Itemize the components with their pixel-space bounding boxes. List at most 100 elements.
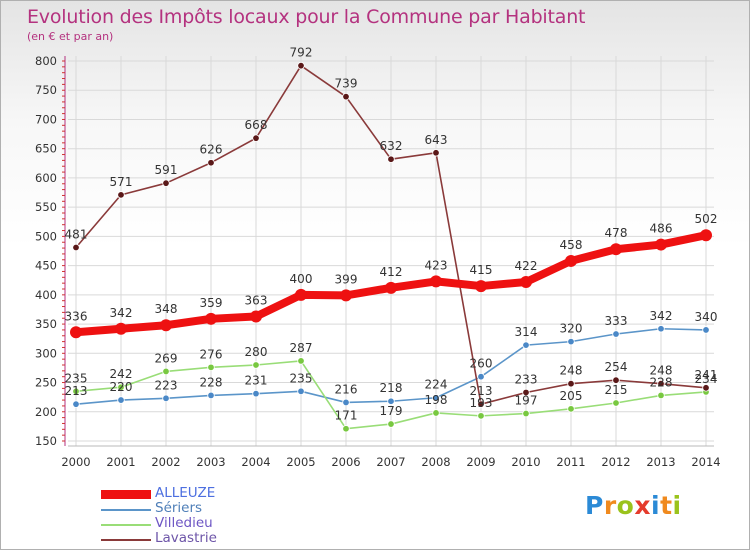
data-label-lavastrie: 213	[470, 384, 493, 398]
data-point-seriers	[117, 396, 125, 404]
data-point-seriers	[432, 394, 440, 402]
y-tick-label: 350	[35, 317, 57, 331]
data-point-lavastrie	[72, 243, 80, 252]
data-label-seriers: 228	[200, 375, 223, 389]
data-point-villedieu	[162, 367, 170, 376]
data-point-villedieu	[477, 412, 485, 420]
legend-swatch	[101, 539, 151, 541]
x-tick-label: 2013	[646, 455, 675, 469]
data-label-alleuze: 399	[335, 272, 358, 286]
y-tick-label: 600	[35, 171, 57, 185]
data-label-lavastrie: 481	[65, 227, 88, 241]
data-point-alleuze	[250, 310, 262, 323]
data-label-villedieu: 205	[560, 389, 583, 403]
y-tick-label: 150	[35, 434, 57, 448]
data-point-seriers	[477, 372, 485, 381]
data-point-alleuze	[520, 275, 532, 288]
y-tick-label: 450	[35, 259, 57, 273]
data-label-seriers: 320	[560, 322, 583, 336]
data-point-lavastrie	[117, 191, 125, 199]
data-point-alleuze	[115, 322, 127, 335]
data-label-lavastrie: 668	[245, 118, 268, 132]
data-label-seriers: 220	[110, 380, 133, 394]
y-tick-label: 800	[35, 54, 57, 68]
data-label-alleuze: 478	[605, 226, 628, 240]
data-label-seriers: 213	[65, 384, 88, 398]
data-label-alleuze: 422	[515, 259, 538, 273]
data-label-alleuze: 400	[290, 272, 313, 286]
data-label-lavastrie: 571	[110, 175, 133, 189]
data-label-alleuze: 502	[695, 212, 718, 226]
y-tick-label: 500	[35, 229, 57, 243]
data-label-lavastrie: 233	[515, 372, 538, 386]
data-point-villedieu	[72, 387, 80, 396]
data-label-lavastrie: 626	[200, 143, 223, 157]
data-label-seriers: 231	[245, 374, 268, 388]
data-point-alleuze	[475, 280, 487, 293]
data-label-alleuze: 359	[200, 296, 223, 310]
data-label-villedieu: 269	[155, 351, 178, 365]
data-labels: 336 342 348 359 363 400 399 412 423 415 422 458 478 4…	[65, 46, 718, 423]
legend-label: Sériers	[155, 500, 203, 516]
data-label-lavastrie: 241	[695, 368, 718, 382]
data-point-lavastrie	[162, 179, 170, 187]
legend-label: ALLEUZE	[155, 485, 216, 501]
x-tick-label: 2012	[601, 455, 630, 469]
x-tick-label: 2002	[151, 455, 180, 469]
data-point-villedieu	[342, 425, 350, 433]
data-point-alleuze	[385, 281, 397, 294]
x-tick-label: 2006	[331, 455, 360, 469]
data-point-seriers	[72, 400, 80, 408]
data-label-seriers: 235	[290, 371, 313, 385]
data-label-alleuze: 458	[560, 238, 583, 252]
data-point-villedieu	[432, 409, 440, 417]
data-label-alleuze: 342	[110, 306, 133, 320]
data-point-seriers	[162, 394, 170, 403]
data-label-lavastrie: 739	[335, 77, 358, 91]
data-label-lavastrie: 591	[155, 163, 178, 177]
legend-swatch	[101, 509, 151, 511]
y-tick-label: 250	[35, 376, 57, 390]
data-point-villedieu	[297, 357, 305, 365]
legend-label: Villedieu	[155, 515, 213, 531]
data-point-seriers	[207, 391, 215, 400]
data-point-alleuze	[700, 229, 712, 242]
x-tick-label: 2000	[61, 455, 90, 469]
chart-title: Evolution des Impôts locaux pour la Comm…	[27, 6, 586, 28]
y-tick-label: 400	[35, 288, 57, 302]
data-label-villedieu: 276	[200, 347, 223, 361]
data-point-alleuze	[610, 243, 622, 256]
data-point-alleuze	[70, 326, 82, 339]
data-label-seriers: 314	[515, 325, 538, 339]
data-label-alleuze: 412	[380, 265, 403, 279]
data-point-seriers	[567, 337, 575, 346]
x-tick-label: 2009	[466, 455, 495, 469]
data-point-lavastrie	[297, 61, 305, 70]
data-point-lavastrie	[702, 384, 710, 392]
y-tick-label: 200	[35, 405, 57, 419]
data-label-villedieu: 287	[290, 341, 313, 355]
data-label-villedieu: 242	[110, 367, 133, 381]
data-point-villedieu	[387, 420, 395, 428]
data-point-alleuze	[565, 254, 577, 267]
data-point-seriers	[297, 387, 305, 396]
data-point-villedieu	[252, 361, 260, 369]
data-label-lavastrie: 248	[650, 364, 673, 378]
legend-swatch	[101, 524, 151, 526]
x-tick-label: 2011	[556, 455, 585, 469]
data-point-seriers	[387, 397, 395, 405]
data-label-alleuze: 486	[650, 222, 673, 236]
grid-lines	[68, 56, 714, 446]
data-label-villedieu: 234	[695, 372, 718, 386]
y-tick-label: 550	[35, 200, 57, 214]
x-tick-label: 2003	[196, 455, 225, 469]
series-points	[70, 61, 712, 433]
data-point-villedieu	[522, 409, 530, 418]
data-point-seriers	[612, 330, 620, 338]
data-label-villedieu: 193	[470, 396, 493, 410]
data-point-lavastrie	[567, 380, 575, 388]
data-point-lavastrie	[612, 376, 620, 384]
data-label-villedieu: 215	[605, 383, 628, 397]
data-label-lavastrie: 643	[425, 133, 448, 147]
